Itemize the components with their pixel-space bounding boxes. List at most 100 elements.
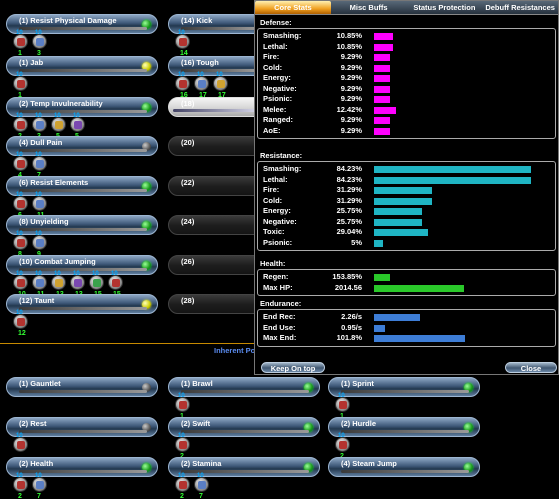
power-status-icon[interactable]: [464, 383, 473, 392]
enhancement-slot[interactable]: 10 12: [13, 310, 28, 337]
keep-on-top-button[interactable]: Keep On top: [261, 362, 325, 373]
power-combat-jumping[interactable]: (10) Combat Jumping: [6, 255, 158, 275]
enhancement-slot[interactable]: 10 1: [13, 30, 28, 57]
power-taunt[interactable]: (12) Taunt: [6, 294, 158, 314]
power-empty[interactable]: (22): [168, 176, 268, 196]
enhancement-slot[interactable]: 1013: [70, 271, 85, 298]
tab-status-protection[interactable]: Status Protection: [413, 3, 476, 12]
stat-label: Psionic:: [263, 237, 293, 247]
power-empty[interactable]: (20): [168, 136, 268, 156]
power-status-icon[interactable]: [464, 423, 473, 432]
enhancement-level: 10: [35, 271, 42, 277]
enhancement-slot[interactable]: 105: [51, 113, 66, 140]
enhancement-slot[interactable]: 10 8: [13, 231, 28, 258]
power-steam-jump[interactable]: (4) Steam Jump: [328, 457, 480, 477]
enhancement-slot[interactable]: 103: [32, 113, 47, 140]
power-status-icon[interactable]: [142, 62, 151, 71]
enhancement-slot[interactable]: 10 9: [32, 231, 47, 258]
tab-core-stats[interactable]: Core Stats: [255, 1, 331, 14]
power-status-icon[interactable]: [142, 261, 151, 270]
stat-label: Lethal:: [263, 41, 288, 51]
enhancement-slot[interactable]: 102: [13, 113, 28, 140]
power-unyielding[interactable]: (8) Unyielding: [6, 215, 158, 235]
power-empty[interactable]: (18): [168, 97, 268, 117]
enhancement-slot[interactable]: 10 7: [194, 473, 209, 499]
power-status-icon[interactable]: [142, 221, 151, 230]
enhancement-slot[interactable]: 1015: [89, 271, 104, 298]
close-button[interactable]: Close: [505, 362, 557, 373]
enhancement-slot[interactable]: 10 16: [175, 72, 190, 99]
enhancement-icon: [17, 441, 25, 449]
power-sprint[interactable]: (1) Sprint: [328, 377, 480, 397]
stat-row: Negative: 9.29%: [258, 84, 555, 95]
stat-label: Ranged:: [263, 115, 293, 124]
power-status-icon[interactable]: [304, 463, 313, 472]
enhancement-slot[interactable]: 102: [335, 433, 350, 460]
power-status-icon[interactable]: [464, 463, 473, 472]
endurance-section: Endurance: End Rec: 2.26/s End Use: 0.95/s M…: [255, 298, 558, 347]
power-temp-invulnerability[interactable]: (2) Temp Invulnerability: [6, 97, 158, 117]
power-empty[interactable]: (26): [168, 255, 268, 275]
power-resist-physical-damage[interactable]: (1) Resist Physical Damage: [6, 14, 158, 34]
enhancement-slot[interactable]: 10 17: [194, 72, 209, 99]
power-empty[interactable]: (24): [168, 215, 268, 235]
power-status-icon[interactable]: [142, 103, 151, 112]
enhancement-slot[interactable]: 106: [13, 192, 28, 219]
power-health[interactable]: (2) Health: [6, 457, 158, 477]
stat-value: 2.26/s: [341, 312, 362, 321]
power-label: (10) Combat Jumping: [19, 257, 96, 266]
power-jab[interactable]: (1) Jab: [6, 56, 158, 76]
stats-tabs: Core Stats Misc Buffs Status Protection …: [255, 1, 558, 15]
enhancement-slot[interactable]: 10: [13, 433, 28, 452]
power-hurdle[interactable]: (2) Hurdle: [328, 417, 480, 437]
power-status-icon[interactable]: [304, 423, 313, 432]
power-swift[interactable]: (2) Swift: [168, 417, 320, 437]
enhancement-slot[interactable]: 10 1: [335, 393, 350, 420]
power-dull-pain[interactable]: (4) Dull Pain: [6, 136, 158, 156]
enhancement-slot[interactable]: 1013: [51, 271, 66, 298]
power-bar: [181, 430, 309, 433]
enhancement-slot[interactable]: 10 1: [13, 72, 28, 99]
power-status-icon[interactable]: [142, 463, 151, 472]
stat-bar: [374, 239, 384, 247]
tab-misc-buffs[interactable]: Misc Buffs: [349, 3, 388, 12]
power-empty[interactable]: (28): [168, 294, 268, 314]
stat-row: Energy: 25.75%: [258, 206, 555, 217]
power-stamina[interactable]: (2) Stamina: [168, 457, 320, 477]
enhancement-slot[interactable]: 10 14: [175, 30, 190, 57]
power-status-icon[interactable]: [142, 300, 151, 309]
slot-level-number: 1: [180, 413, 184, 420]
stat-label: End Rec:: [263, 312, 296, 321]
slot-level-number: 2: [340, 453, 344, 460]
power-gauntlet[interactable]: (1) Gauntlet: [6, 377, 158, 397]
power-status-icon[interactable]: [142, 423, 151, 432]
enhancement-slot[interactable]: 105: [70, 113, 85, 140]
enhancement-slot[interactable]: 102: [175, 433, 190, 460]
power-status-icon[interactable]: [142, 182, 151, 191]
enhancement-slot[interactable]: 10 4: [13, 152, 28, 179]
tab-debuff-resistances[interactable]: Debuff Resistances: [485, 3, 555, 12]
enhancement-slot[interactable]: 10 1: [175, 393, 190, 420]
power-status-icon[interactable]: [142, 142, 151, 151]
power-label: (1) Sprint: [341, 379, 374, 388]
power-status-icon[interactable]: [304, 383, 313, 392]
enhancement-slot[interactable]: 10 17: [213, 72, 228, 99]
enhancement-slot[interactable]: 1015: [108, 271, 123, 298]
power-resist-elements[interactable]: (6) Resist Elements: [6, 176, 158, 196]
enhancement-level: 10: [178, 473, 185, 479]
power-status-icon[interactable]: [142, 383, 151, 392]
enhancement-icon: [17, 481, 25, 489]
enhancement-slot[interactable]: 10 7: [32, 152, 47, 179]
power-status-icon[interactable]: [142, 20, 151, 29]
power-rest[interactable]: (2) Rest: [6, 417, 158, 437]
power-bar: [341, 430, 469, 433]
enhancement-slot[interactable]: 10 7: [32, 473, 47, 499]
power-brawl[interactable]: (1) Brawl: [168, 377, 320, 397]
stat-value: 5%: [351, 237, 362, 247]
